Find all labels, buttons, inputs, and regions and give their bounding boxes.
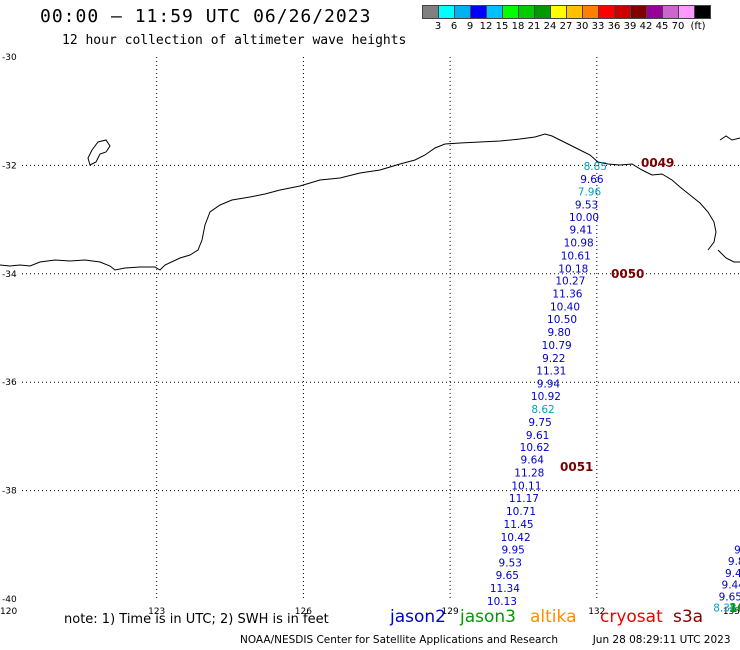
spencer-gulf-coast [719,135,740,141]
swh-value: 10.11 [511,481,541,493]
swh-value: 8.62 [531,404,554,416]
swh-value: 9.42 [725,568,740,580]
swh-value: 9.22 [542,353,565,365]
colorbar-label: 15 [495,21,509,32]
swh-value: 9.6 [734,545,740,557]
altimeter-tracks: 8.859.667.969.5310.009.4110.9810.6110.18… [487,161,740,615]
y-tick-label: -30 [2,53,17,63]
colorbar-labels: 3 6 9 12 15 18 21 24 27 30 33 36 39 42 45 70 (ft) [422,21,740,35]
satellite-cryosat: cryosat [600,607,663,627]
swh-value: 9.53 [499,558,522,570]
x-tick-label: 126 [295,607,312,617]
pass-label: 0049 [641,156,674,170]
x-tick-label: 132 [588,607,605,617]
colorbar-label: 45 [655,21,669,32]
colorbar-label: 18 [511,21,525,32]
footer-timestamp: Jun 28 08:29:11 UTC 2023 [592,634,731,646]
satellite-s3a: s3a [673,607,704,627]
swh-value: 9.65 [719,591,740,603]
y-tick-label: -38 [2,487,17,497]
swh-value: 10.27 [555,275,585,287]
colorbar-label: 6 [450,21,458,32]
swh-value: 9.53 [575,199,598,211]
swh-value: 9.80 [547,327,570,339]
swh-value: 10.79 [542,340,572,352]
colorbar-label: 3 [434,21,442,32]
colorbar-label: 39 [623,21,637,32]
swh-value: 9.95 [501,545,524,557]
colorbar-label: 36 [607,21,621,32]
swh-value: 9.82 [728,556,740,568]
pass-label: 0050 [611,267,644,281]
colorbar-label: 30 [575,21,589,32]
swh-value: 8.85 [584,161,607,173]
swh-value: 10.92 [531,391,561,403]
edge-fragment-label: 10 [729,601,740,615]
footer-source: NOAA/NESDIS Center for Satellite Applica… [240,634,558,646]
colorbar-label: 70 [671,21,685,32]
satellite-jason2: jason2 [390,607,446,627]
swh-value: 8.38 [713,603,736,615]
swh-value: 10.98 [564,237,594,249]
swh-value: 10.18 [558,263,588,275]
swh-value: 10.71 [506,506,536,518]
colorbar-label: 12 [479,21,493,32]
swh-value: 9.66 [580,174,604,186]
swh-value: 10.61 [561,250,591,262]
swh-value: 11.36 [552,288,582,300]
y-tick-label: -34 [2,270,17,280]
colorbar-label: 21 [527,21,541,32]
swh-value: 11.17 [509,493,539,505]
colorbar-label: (ft) [690,21,706,32]
satellite-jason3: jason3 [460,607,516,627]
x-tick-label: 123 [148,607,165,617]
swh-value: 11.31 [536,365,566,377]
swh-value: 10.42 [501,532,531,544]
y-tick-label: -36 [2,378,17,388]
swh-value: 9.75 [528,417,551,429]
swh-value: 9.64 [521,455,545,467]
colorbar-label: 27 [559,21,573,32]
coastline [0,133,740,271]
graticule: 120 123 126 129 132 135 -30 -32 -34 -36 -38 -40 [0,53,740,617]
swh-value: 7.96 [578,186,602,198]
x-tick-label: 120 [0,607,17,617]
y-tick-label: -40 [2,595,17,605]
swh-value: 9.41 [569,224,592,236]
page-subtitle: 12 hour collection of altimeter wave hei… [62,33,407,48]
pass-labels: 0049 0050 0051 [560,156,674,474]
recherche-island [87,139,111,166]
swh-value: 11.34 [490,583,520,595]
colorbar-swatch [694,5,711,19]
swh-value: 9.61 [526,430,549,442]
page-title: 00:00 – 11:59 UTC 06/26/2023 [40,6,372,27]
colorbar [422,5,711,19]
y-tick-label: -32 [2,161,17,171]
note-text: note: 1) Time is in UTC; 2) SWH is in fe… [64,612,329,627]
swh-value: 10.00 [569,212,599,224]
colorbar-label: 9 [466,21,474,32]
footer: NOAA/NESDIS Center for Satellite Applica… [240,634,731,646]
swh-value: 9.44 [722,579,740,591]
x-tick-label: 129 [442,607,459,617]
swh-value: 10.50 [547,314,577,326]
swh-value: 9.94 [537,378,561,390]
swh-value: 10.13 [487,596,517,608]
swh-value: 11.28 [514,468,544,480]
colorbar-label: 42 [639,21,653,32]
colorbar-label: 24 [543,21,557,32]
x-tick-label: 135 [723,607,740,617]
swh-value: 10.62 [520,442,550,454]
swh-value: 11.45 [504,519,534,531]
swh-value: 10.40 [550,301,580,313]
pass-label: 0051 [560,460,593,474]
colorbar-label: 33 [591,21,605,32]
satellite-altika: altika [530,607,577,627]
australia-south-coast [0,133,717,271]
kangaroo-island-coast [717,249,740,263]
swh-value: 9.65 [496,570,519,582]
